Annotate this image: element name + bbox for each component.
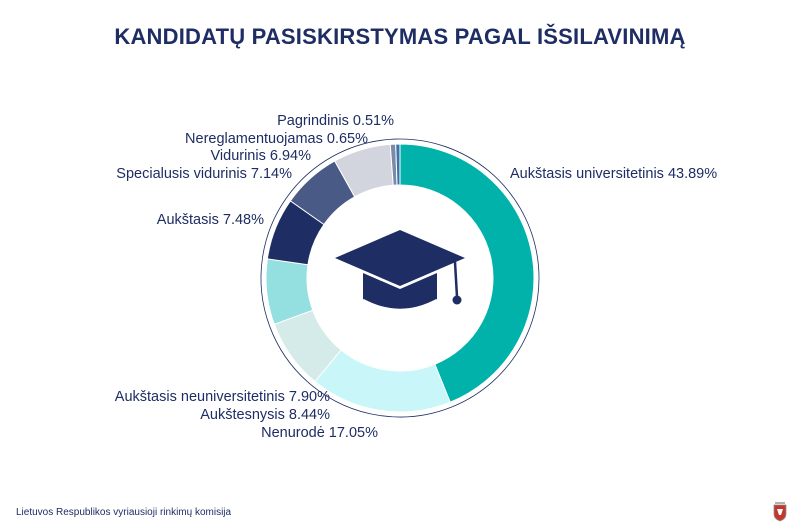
page-title: KANDIDATŲ PASISKIRSTYMAS PAGAL IŠSILAVIN… — [114, 24, 686, 49]
data-label-specialusis-vidurinis: Specialusis vidurinis 7.14% — [116, 166, 292, 182]
coat-of-arms-logo — [773, 502, 787, 522]
data-label-aukstasis-neuniversitetinis: Aukštasis neuniversitetinis 7.90% — [115, 389, 330, 405]
data-label-vidurinis: Vidurinis 6.94% — [211, 148, 312, 164]
slice-nenurode — [314, 349, 451, 413]
data-label-nereglamentuojamas: Nereglamentuojamas 0.65% — [185, 131, 368, 147]
data-label-nenurode: Nenurodė 17.05% — [261, 425, 378, 441]
slice-pagrindinis — [395, 143, 401, 186]
connector-aukstasis — [262, 197, 287, 259]
footer-text: Lietuvos Respublikos vyriausioji rinkimų… — [16, 507, 232, 518]
connector-aukstasis-neuniversitetinis — [260, 258, 270, 327]
graduation-cap-icon — [335, 230, 465, 312]
connector-nenurode — [311, 385, 453, 418]
data-label-pagrindinis: Pagrindinis 0.51% — [277, 113, 394, 129]
connector-specialusis-vidurinis — [285, 156, 333, 199]
slice-aukstasis-universitetinis — [399, 143, 535, 403]
data-label-aukstesnysis: Aukštesnysis 8.44% — [200, 407, 330, 423]
connector-aukstesnysis — [269, 325, 313, 386]
connector-vidurinis — [332, 138, 390, 157]
data-label-aukstasis-universitetinis: Aukštasis universitetinis 43.89% — [510, 166, 717, 182]
connector-aukstasis-universitetinis — [399, 138, 540, 408]
data-label-aukstasis: Aukštasis 7.48% — [157, 212, 264, 228]
